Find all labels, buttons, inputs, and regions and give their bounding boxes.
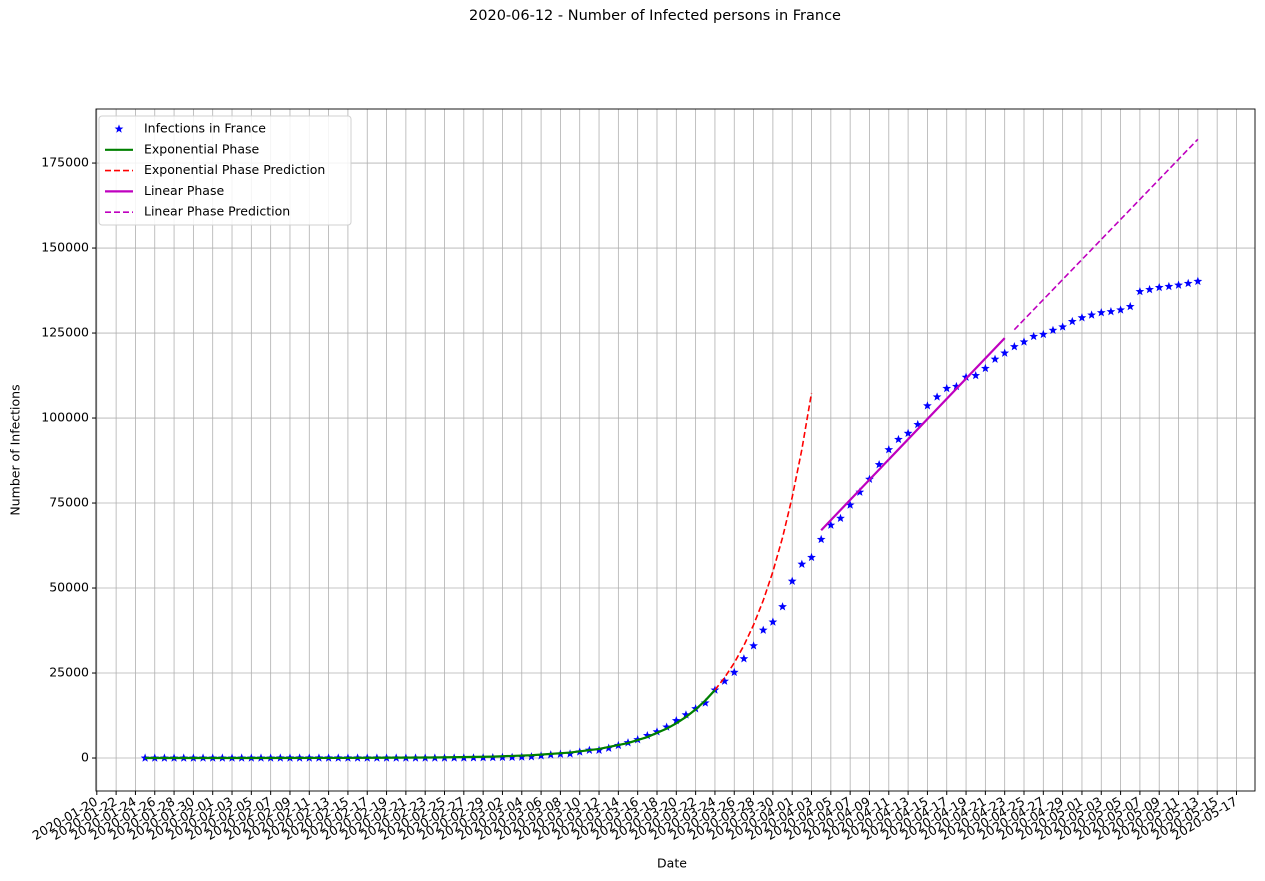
data-point: [1029, 331, 1039, 341]
data-point: [903, 428, 913, 438]
data-point: [1106, 307, 1116, 316]
data-point: [1154, 282, 1164, 292]
data-point: [749, 641, 758, 650]
data-point: [1164, 281, 1174, 291]
data-point: [1096, 308, 1106, 317]
data-point: [662, 722, 672, 731]
legend-label: Exponential Phase Prediction: [144, 162, 325, 177]
data-point: [845, 500, 855, 509]
data-point: [681, 710, 691, 719]
data-point: [642, 730, 652, 740]
data-point: [816, 534, 826, 544]
data-point: [1000, 348, 1010, 357]
data-point: [1009, 342, 1019, 351]
y-tick-label: 125000: [41, 325, 89, 340]
data-point: [1193, 276, 1203, 286]
axes-frame: [95, 108, 1256, 792]
data-point: [952, 381, 961, 391]
data-point: [700, 698, 710, 707]
data-point: [807, 552, 816, 562]
data-point: [1067, 316, 1077, 326]
data-point: [1145, 284, 1154, 294]
data-point: [894, 434, 903, 444]
legend-box: [98, 115, 352, 226]
legend: Infections in France Exponential Phase Exp…: [98, 115, 352, 226]
y-tick-label: 175000: [41, 155, 89, 170]
y-tick-label: 0: [81, 750, 89, 765]
data-point: [981, 363, 990, 373]
data-point: [1019, 337, 1029, 346]
data-point: [739, 654, 749, 663]
data-point: [671, 716, 681, 725]
data-point: [826, 520, 836, 529]
data-point: [1116, 305, 1125, 314]
y-tick-label: 150000: [41, 240, 89, 255]
y-tick-label: 100000: [41, 410, 89, 425]
data-point: [836, 513, 845, 523]
legend-label: Exponential Phase: [144, 141, 260, 156]
data-point: [720, 676, 729, 685]
chart-title: 2020-06-12 - Number of Infected persons …: [469, 8, 841, 24]
grid: 2020-01-202020-01-222020-01-242020-01-26…: [30, 109, 1255, 843]
data-point: [1135, 286, 1145, 296]
data-point: [1183, 278, 1193, 288]
data-point: [961, 372, 971, 381]
legend-label: Linear Phase: [144, 183, 224, 198]
data-point: [874, 460, 884, 469]
plot-area: [140, 138, 1203, 762]
data-point: [932, 392, 942, 401]
y-tick-label: 25000: [49, 665, 89, 680]
y-tick-label: 50000: [49, 580, 89, 595]
data-point: [787, 576, 797, 585]
data-point: [971, 370, 981, 380]
data-point: [778, 602, 787, 611]
data-point: [1048, 325, 1058, 335]
legend-marker: [114, 124, 124, 133]
series-line: [1013, 138, 1199, 331]
data-point: [923, 401, 932, 410]
y-tick-label: 75000: [49, 495, 89, 510]
y-axis-label: Number of Infections: [8, 384, 23, 515]
data-point: [729, 667, 739, 677]
data-point: [855, 487, 865, 496]
data-point: [758, 625, 768, 634]
data-point: [797, 559, 807, 568]
series-line: [145, 689, 716, 760]
data-point: [140, 753, 150, 762]
x-axis-label: Date: [657, 856, 687, 871]
data-point: [942, 383, 952, 393]
legend-label: Infections in France: [144, 121, 266, 136]
data-point: [884, 445, 894, 454]
data-point: [1174, 280, 1183, 289]
data-point: [1058, 322, 1068, 331]
data-point: [1038, 329, 1048, 339]
data-point: [913, 419, 923, 429]
data-point: [1077, 313, 1087, 322]
series-line: [714, 392, 813, 691]
data-point: [652, 727, 662, 736]
data-point: [768, 617, 778, 626]
data-point: [990, 354, 1000, 363]
legend-label: Linear Phase Prediction: [144, 204, 290, 219]
data-point: [1087, 310, 1096, 319]
series-line: [820, 337, 1006, 531]
data-point: [1125, 301, 1135, 311]
